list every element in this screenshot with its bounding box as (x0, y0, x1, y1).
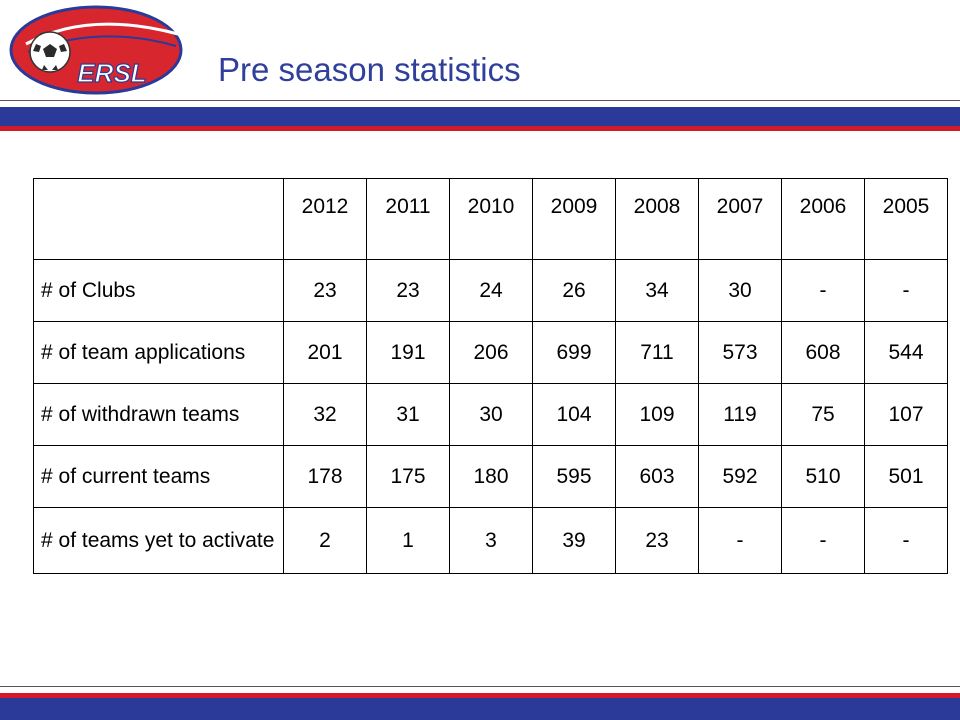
table-cell: - (781, 259, 865, 322)
year-header: 2006 (781, 178, 865, 260)
row-label: # of withdrawn teams (33, 383, 284, 446)
row-label: # of current teams (33, 445, 284, 508)
table-cell: 32 (283, 383, 367, 446)
table-cell: - (781, 507, 865, 574)
top-red-band (0, 126, 960, 131)
table-cell: 175 (366, 445, 450, 508)
table-cell: 24 (449, 259, 533, 322)
table-cell: 180 (449, 445, 533, 508)
table-cell: 2 (283, 507, 367, 574)
table-cell: 699 (532, 321, 616, 384)
table-cell: 30 (698, 259, 782, 322)
statistics-table: 2012 2011 2010 2009 2008 2007 2006 2005 … (33, 178, 948, 574)
top-blue-band (0, 107, 960, 126)
table-cell: 34 (615, 259, 699, 322)
soccer-ball-icon (29, 31, 71, 73)
table-cell: 30 (449, 383, 533, 446)
year-header: 2012 (283, 178, 367, 260)
year-header: 2005 (864, 178, 948, 260)
bottom-blue-band (0, 698, 960, 720)
table-cell: 592 (698, 445, 782, 508)
bottom-divider-line (0, 686, 960, 687)
table-cell: 119 (698, 383, 782, 446)
year-header: 2008 (615, 178, 699, 260)
table-cell: 178 (283, 445, 367, 508)
table-row: # of withdrawn teams 32 31 30 104 109 11… (33, 383, 948, 446)
table-cell: 107 (864, 383, 948, 446)
table-cell: 501 (864, 445, 948, 508)
table-cell: - (698, 507, 782, 574)
table-cell: 75 (781, 383, 865, 446)
header-empty-cell (33, 178, 284, 260)
table-cell: 603 (615, 445, 699, 508)
logo-text: ERSL (77, 58, 146, 88)
table-cell: 711 (615, 321, 699, 384)
row-label: # of team applications (33, 321, 284, 384)
page-title: Pre season statistics (218, 51, 521, 88)
table-cell: 1 (366, 507, 450, 574)
table-cell: 206 (449, 321, 533, 384)
table-cell: - (864, 259, 948, 322)
table-cell: 23 (283, 259, 367, 322)
table-cell: 26 (532, 259, 616, 322)
table-cell: 31 (366, 383, 450, 446)
table-row: # of team applications 201 191 206 699 7… (33, 321, 948, 384)
table-cell: 573 (698, 321, 782, 384)
table-cell: 595 (532, 445, 616, 508)
row-label: # of Clubs (33, 259, 284, 322)
table-cell: - (864, 507, 948, 574)
bottom-red-band (0, 693, 960, 698)
table-cell: 510 (781, 445, 865, 508)
table-cell: 544 (864, 321, 948, 384)
table-cell: 109 (615, 383, 699, 446)
year-header: 2010 (449, 178, 533, 260)
table-row: # of teams yet to activate 2 1 3 39 23 -… (33, 507, 948, 574)
table-row: # of Clubs 23 23 24 26 34 30 - - (33, 259, 948, 322)
row-label: # of teams yet to activate (33, 507, 284, 574)
year-header: 2009 (532, 178, 616, 260)
table-cell: 608 (781, 321, 865, 384)
table-cell: 3 (449, 507, 533, 574)
table-row: # of current teams 178 175 180 595 603 5… (33, 445, 948, 508)
year-header: 2007 (698, 178, 782, 260)
top-divider-line (0, 100, 960, 101)
table-cell: 23 (615, 507, 699, 574)
table-cell: 191 (366, 321, 450, 384)
table-cell: 104 (532, 383, 616, 446)
table-cell: 23 (366, 259, 450, 322)
year-header: 2011 (366, 178, 450, 260)
table-cell: 201 (283, 321, 367, 384)
ersl-logo: ERSL (9, 5, 183, 95)
table-cell: 39 (532, 507, 616, 574)
table-header-row: 2012 2011 2010 2009 2008 2007 2006 2005 (33, 178, 948, 260)
